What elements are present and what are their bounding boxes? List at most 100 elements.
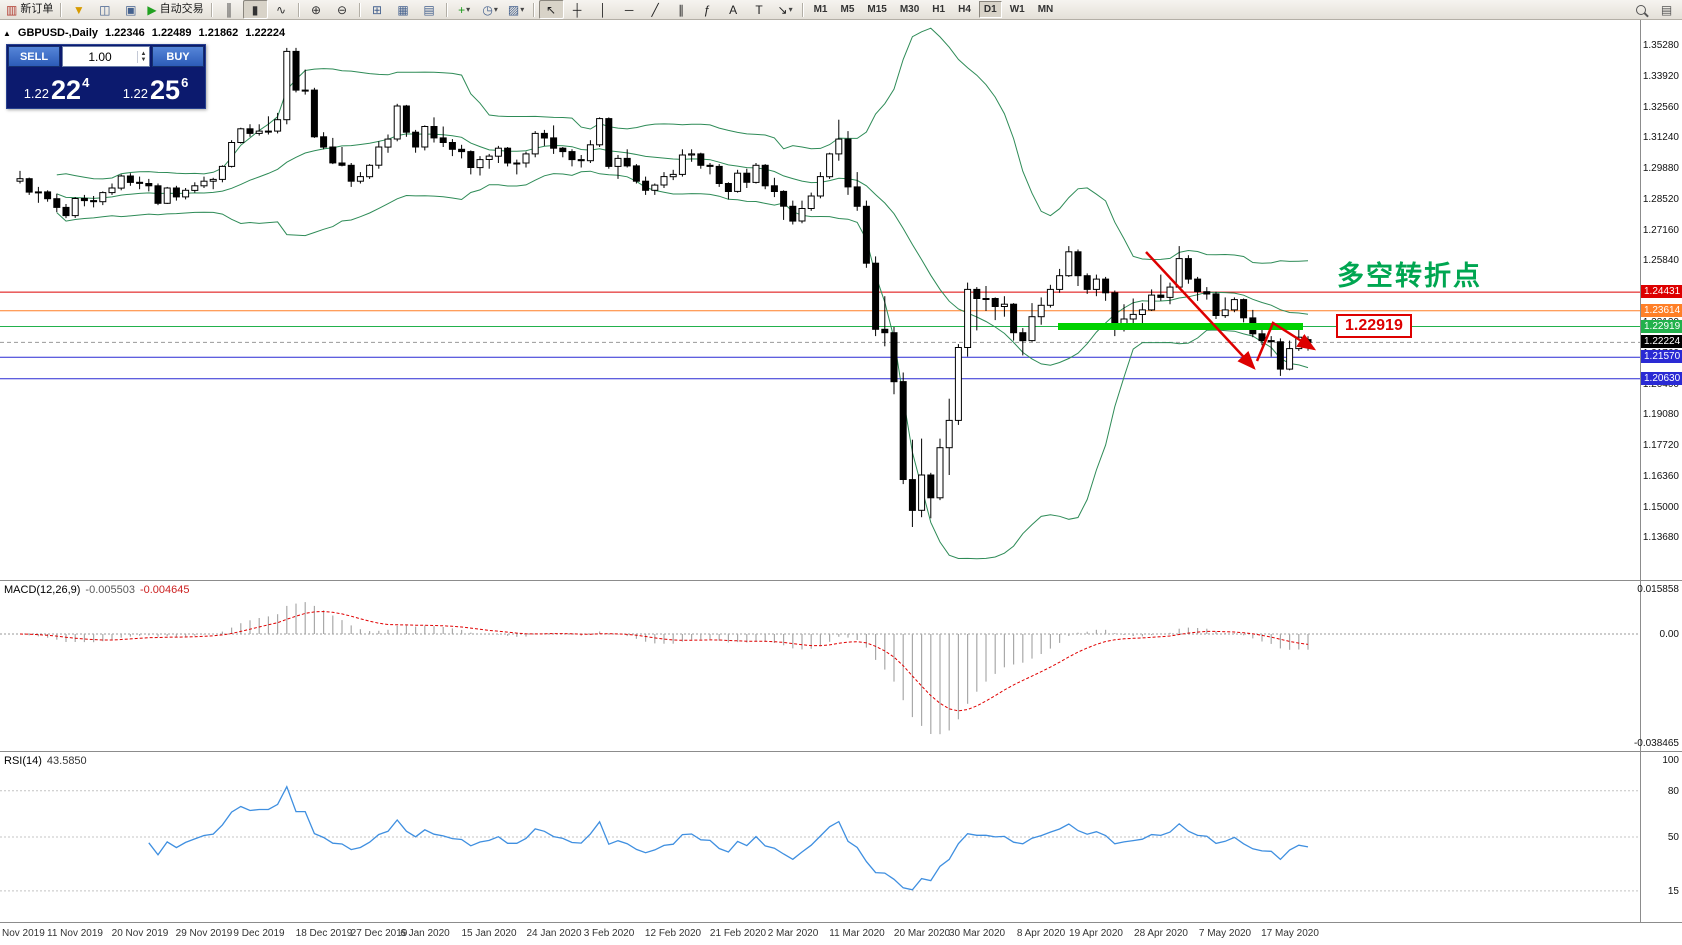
timeframe-w1[interactable]: W1 bbox=[1009, 4, 1025, 15]
trendline-button[interactable]: ╱ bbox=[643, 0, 668, 19]
data-window-icon[interactable]: ▣ bbox=[118, 0, 143, 19]
periods-button[interactable]: ◷ ▾ bbox=[478, 0, 503, 19]
spinner-up-icon[interactable]: ▲ bbox=[140, 50, 147, 57]
periods-button-glyph: ◷ bbox=[482, 2, 493, 17]
volume-input[interactable]: 1.00 ▲ ▼ bbox=[62, 46, 150, 67]
timeframe-d1[interactable]: D1 bbox=[978, 1, 1002, 18]
macd-scale-tick: -0.038465 bbox=[1633, 738, 1679, 749]
channel-button[interactable]: ∥ bbox=[669, 0, 694, 19]
candlestick-button-glyph: ▮ bbox=[251, 2, 259, 17]
price-tick: 1.16360 bbox=[1642, 471, 1679, 482]
volume-spinner[interactable]: ▲ ▼ bbox=[137, 50, 149, 63]
date-tick: 24 Jan 2020 bbox=[526, 928, 582, 939]
cascade-windows-button[interactable]: ▦ bbox=[391, 0, 416, 19]
date-tick: 11 Nov 2019 bbox=[47, 928, 103, 939]
toolbar-separator bbox=[358, 2, 361, 17]
panel-splitter[interactable] bbox=[0, 751, 1682, 752]
zoom-out-button[interactable]: ⊖ bbox=[330, 0, 355, 19]
panel-toggle-icon[interactable]: ▲ bbox=[3, 28, 11, 38]
price-tick: 1.28520 bbox=[1642, 194, 1679, 205]
symbol-ohlc-label: ▲ GBPUSD-,Daily 1.22346 1.22489 1.21862 … bbox=[3, 27, 285, 39]
trend-arrow[interactable] bbox=[1145, 251, 1256, 370]
label-button[interactable]: T bbox=[747, 0, 772, 19]
timeframe-h1[interactable]: H1 bbox=[932, 4, 946, 15]
price-line-label: 1.24431 bbox=[1641, 285, 1682, 298]
horizontal-line-button[interactable]: ─ bbox=[617, 0, 642, 19]
date-tick: 6 Jan 2020 bbox=[400, 928, 450, 939]
main-chart-canvas[interactable] bbox=[0, 20, 1640, 580]
dropdown-caret-icon: ▾ bbox=[788, 4, 793, 14]
arrange-windows-button[interactable]: ▤ bbox=[417, 0, 442, 19]
panel-splitter[interactable] bbox=[0, 580, 1682, 581]
toolbar-separator bbox=[532, 2, 535, 17]
filter-icon[interactable]: ▼ bbox=[66, 0, 91, 19]
toolbar-separator bbox=[60, 2, 63, 17]
bounce-arrow[interactable] bbox=[1255, 321, 1317, 362]
filter-icon-glyph: ▼ bbox=[72, 2, 85, 17]
timeframe-mn[interactable]: MN bbox=[1037, 4, 1054, 15]
buy-button[interactable]: BUY bbox=[152, 46, 204, 67]
zoom-out-button-glyph: ⊖ bbox=[337, 2, 348, 17]
bid-pipette: 4 bbox=[82, 75, 90, 90]
crosshair-button[interactable]: ┼ bbox=[565, 0, 590, 19]
indicators-add-button[interactable]: + ▾ bbox=[452, 0, 477, 19]
sell-button[interactable]: SELL bbox=[8, 46, 60, 67]
price-tick: 1.27160 bbox=[1642, 225, 1679, 236]
ask-pipette: 6 bbox=[181, 75, 189, 90]
ohlc-close: 1.22224 bbox=[245, 27, 286, 39]
vertical-line-button[interactable]: │ bbox=[591, 0, 616, 19]
dropdown-caret-icon: ▾ bbox=[493, 4, 498, 14]
price-line-label: 1.20630 bbox=[1641, 372, 1682, 385]
candlestick-button[interactable]: ▮ bbox=[242, 0, 268, 19]
tile-windows-button[interactable]: ⊞ bbox=[365, 0, 390, 19]
date-tick: 12 Feb 2020 bbox=[644, 928, 702, 939]
buy-price-button[interactable]: 1.22 25 6 bbox=[106, 68, 205, 108]
price-line-label: 1.22224 bbox=[1641, 335, 1682, 348]
rsi-canvas[interactable] bbox=[0, 752, 1640, 922]
date-axis[interactable]: Nov 2019 11 Nov 2019 20 Nov 2019 29 Nov 201… bbox=[0, 922, 1682, 945]
fibonacci-button[interactable]: ƒ bbox=[695, 0, 720, 19]
autotrading-button[interactable]: ▶ 自动交易 bbox=[144, 0, 206, 19]
toolbar-separator bbox=[210, 2, 213, 17]
timeframe-m5[interactable]: M5 bbox=[840, 4, 855, 15]
macd-scale-tick: 0.00 bbox=[1659, 629, 1679, 640]
timeframe-h4[interactable]: H4 bbox=[958, 4, 971, 15]
bar-chart-button[interactable]: ║ bbox=[217, 0, 242, 19]
price-tick: 1.17720 bbox=[1642, 440, 1679, 451]
one-click-trade-panel: SELL 1.00 ▲ ▼ BUY 1.22 22 4 1.22 25 6 bbox=[6, 44, 206, 109]
windows-list-button[interactable]: ▤ bbox=[1654, 0, 1679, 19]
price-line-label: 1.21570 bbox=[1641, 350, 1682, 363]
rsi-name: RSI(14) bbox=[4, 755, 42, 767]
new-order-button-glyph: ▥ bbox=[6, 2, 18, 17]
rsi-scale-tick: 80 bbox=[1667, 786, 1679, 797]
new-order-button[interactable]: ▥ 新订单 bbox=[3, 0, 56, 19]
sell-price-button[interactable]: 1.22 22 4 bbox=[7, 68, 106, 108]
trade-panel-prices: 1.22 22 4 1.22 25 6 bbox=[7, 68, 205, 108]
price-tick: 1.35280 bbox=[1642, 40, 1679, 51]
arrows-button[interactable]: ↘ ▾ bbox=[773, 0, 798, 19]
macd-canvas[interactable] bbox=[0, 581, 1640, 751]
date-tick: 9 Dec 2019 bbox=[233, 928, 285, 939]
rsi-label: RSI(14) 43.5850 bbox=[4, 755, 87, 767]
cursor-button[interactable]: ↖ bbox=[538, 0, 564, 19]
candles bbox=[16, 47, 1312, 527]
horizontal-level-lines bbox=[0, 291, 1640, 380]
templates-button[interactable]: ▨ ▾ bbox=[504, 0, 529, 19]
profiles-icon[interactable]: ◫ bbox=[92, 0, 117, 19]
autotrading-button-label: 自动交易 bbox=[159, 3, 204, 15]
timeframe-m30[interactable]: M30 bbox=[899, 4, 920, 15]
timeframe-m15[interactable]: M15 bbox=[867, 4, 887, 15]
zoom-in-button[interactable]: ⊕ bbox=[304, 0, 329, 19]
macd-signal-value: -0.004645 bbox=[139, 584, 190, 596]
date-tick: Nov 2019 bbox=[2, 928, 45, 939]
timeframe-m1[interactable]: M1 bbox=[813, 4, 828, 15]
cursor-button-glyph: ↖ bbox=[546, 2, 557, 17]
text-button[interactable]: A bbox=[721, 0, 746, 19]
spinner-down-icon[interactable]: ▼ bbox=[140, 56, 147, 63]
date-tick: 7 May 2020 bbox=[1198, 928, 1252, 939]
search-button[interactable] bbox=[1628, 0, 1653, 19]
date-tick: 20 Mar 2020 bbox=[893, 928, 951, 939]
price-scale[interactable]: 1.35280 1.33920 1.32560 1.31240 1.29880 1.285… bbox=[1634, 20, 1682, 922]
trendline-button-glyph: ╱ bbox=[651, 2, 659, 17]
line-chart-button[interactable]: ∿ bbox=[269, 0, 294, 19]
